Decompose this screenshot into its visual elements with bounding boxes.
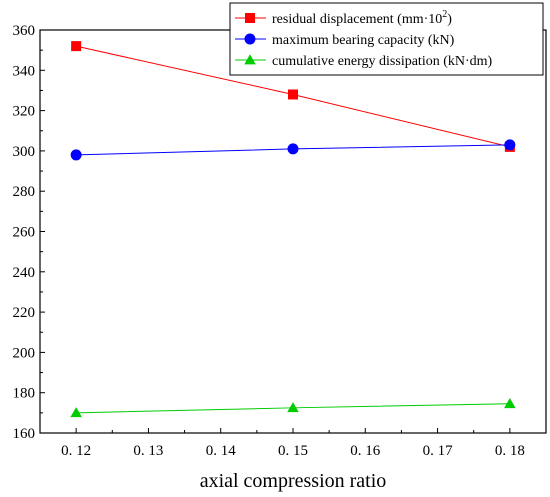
y-tick-label: 360 — [13, 23, 36, 39]
y-tick-label: 260 — [13, 225, 36, 241]
data-point — [504, 139, 516, 151]
x-tick-label: 0. 13 — [133, 443, 163, 459]
x-tick-label: 0. 18 — [495, 443, 525, 459]
legend-label: maximum bearing capacity (kN) — [272, 33, 455, 48]
x-tick-label: 0. 16 — [350, 443, 381, 459]
legend-label: cumulative energy dissipation (kN·dm) — [272, 54, 493, 69]
legend-label: residual displacement (mm·102) — [272, 9, 452, 27]
data-point — [287, 402, 299, 413]
legend: residual displacement (mm·102) maximum be… — [229, 2, 544, 76]
y-tick-label: 160 — [13, 426, 36, 442]
x-tick-label: 0. 14 — [206, 443, 237, 459]
x-tick-label: 0. 17 — [423, 443, 454, 459]
series-3 — [70, 398, 516, 418]
data-point — [504, 398, 516, 409]
data-point — [288, 89, 298, 100]
data-point — [70, 149, 82, 161]
y-tick-label: 340 — [13, 63, 36, 79]
x-tick-label: 0. 15 — [278, 443, 308, 459]
x-tick-label: 0. 12 — [61, 443, 91, 459]
y-tick-label: 320 — [13, 104, 36, 120]
y-tick-label: 240 — [13, 265, 36, 281]
legend-marker — [244, 33, 256, 45]
y-tick-label: 220 — [13, 305, 36, 321]
legend-item: cumulative energy dissipation (kN·dm) — [235, 54, 493, 69]
data-point — [71, 41, 82, 52]
y-tick-label: 280 — [13, 184, 36, 200]
legend-box — [229, 2, 544, 76]
y-tick-label: 300 — [13, 144, 36, 160]
y-tick-label: 180 — [13, 386, 36, 402]
legend-marker — [244, 54, 256, 65]
data-point — [287, 143, 299, 155]
series-2 — [70, 139, 516, 161]
legend-item: residual displacement (mm·102) — [235, 9, 452, 27]
legend-item: maximum bearing capacity (kN) — [235, 33, 455, 48]
legend-marker — [245, 13, 255, 23]
y-tick-label: 200 — [13, 345, 36, 361]
data-point — [70, 407, 82, 418]
x-axis-title: axial compression ratio — [200, 470, 387, 492]
